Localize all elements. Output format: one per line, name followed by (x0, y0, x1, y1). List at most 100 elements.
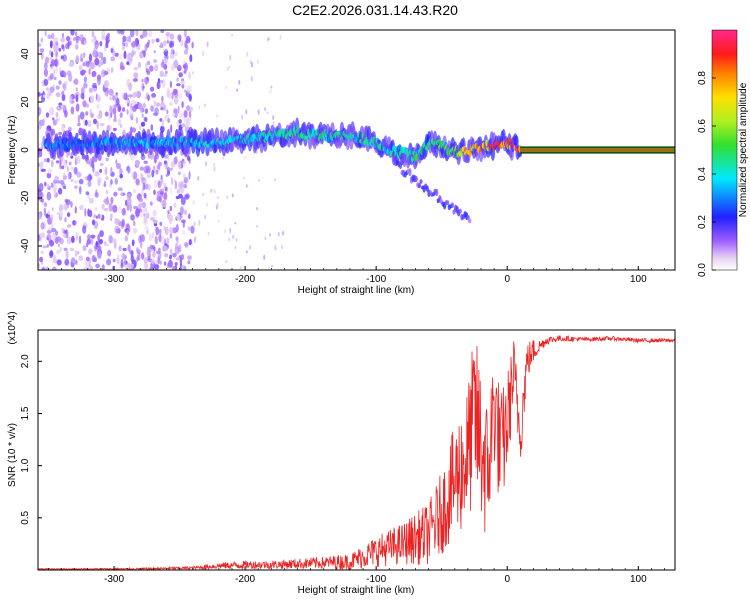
spectrogram-noise-speckle (182, 64, 187, 69)
spectrogram-noise-speckle (166, 87, 171, 94)
spectrogram-noise-speckle (108, 112, 111, 122)
spectrogram-noise-speckle (55, 50, 58, 58)
spectrogram-noise-speckle (224, 229, 226, 234)
spectrogram-noise-speckle (63, 230, 68, 234)
spectrogram-noise-speckle (65, 35, 71, 42)
spectrogram-noise-speckle (121, 45, 125, 51)
spectrogram-noise-speckle (152, 209, 157, 217)
spectrogram-noise-speckle (210, 188, 213, 193)
spectrogram-noise-speckle (46, 183, 50, 188)
spectrogram-noise-speckle (167, 92, 172, 99)
spectrogram-noise-speckle (153, 100, 157, 107)
spectrogram-noise-speckle (112, 94, 115, 101)
spectrogram-noise-speckle (188, 156, 191, 164)
spectrogram-noise-speckle (143, 102, 146, 109)
spectrogram-noise-speckle (184, 49, 188, 55)
spectrogram-noise-speckle (129, 30, 135, 38)
spectrogram-noise-speckle (250, 76, 253, 82)
spectrogram-noise-speckle (115, 228, 120, 234)
spectrogram-noise-speckle (184, 40, 188, 49)
spectrogram-noise-speckle (151, 38, 155, 44)
spectrogram-noise-speckle (91, 255, 96, 263)
spectrogram-noise-speckle (226, 195, 229, 199)
spectrogram-noise-speckle (159, 118, 163, 122)
spectrogram-noise-speckle (163, 191, 168, 201)
colorbar-tick-label: 0.8 (697, 71, 708, 85)
spectrogram-noise-speckle (136, 256, 139, 262)
spectrogram-noise-speckle (94, 192, 99, 198)
chart-title: C2E2.2026.031.14.43.R20 (292, 2, 458, 18)
spectrogram-noise-speckle (95, 215, 98, 219)
spectrogram-noise-speckle (78, 178, 84, 185)
spectrogram-noise-speckle (74, 259, 78, 265)
spectrogram-noise-speckle (118, 245, 122, 252)
spectrogram-noise-speckle (119, 173, 123, 179)
spectrogram-noise-speckle (50, 59, 56, 67)
spectrogram-noise-speckle (142, 30, 148, 38)
spectrogram-noise-speckle (40, 192, 44, 199)
spectrogram-noise-speckle (61, 165, 65, 170)
spectrogram-noise-speckle (77, 114, 81, 124)
spectrogram-noise-speckle (183, 209, 188, 216)
spectrogram-noise-speckle (266, 111, 269, 114)
spectrogram-noise-speckle (173, 108, 178, 115)
spectrogram-noise-speckle (43, 158, 48, 163)
spectrogram-noise-speckle (41, 198, 44, 203)
spectrogram-noise-speckle (231, 34, 234, 37)
spectrogram-noise-speckle (235, 238, 238, 242)
spectrogram-noise-speckle (44, 115, 47, 123)
spectrogram-noise-speckle (167, 118, 171, 123)
spectrogram-noise-speckle (229, 54, 232, 61)
spectrogram-noise-speckle (46, 236, 49, 241)
spectrogram-noise-speckle (239, 266, 242, 269)
spectrogram-tail-blob (468, 218, 472, 224)
spectrogram-tail-blob (408, 168, 412, 177)
spectrogram-noise-speckle (166, 237, 170, 246)
spectrogram-noise-speckle (52, 266, 57, 270)
spectrogram-noise-speckle (166, 166, 171, 175)
colorbar-tick-label: 0.0 (697, 263, 708, 277)
spectrogram-noise-speckle (222, 156, 225, 160)
spectrogram-noise-speckle (277, 231, 280, 237)
spectrogram-noise-speckle (179, 206, 184, 216)
spectrogram-noise-speckle (69, 40, 72, 46)
spectrogram-noise-speckle (191, 71, 194, 75)
spectrogram-noise-speckle (64, 80, 68, 85)
spectrogram-noise-speckle (127, 197, 132, 206)
spectrogram-noise-speckle (133, 66, 139, 71)
spectrogram-noise-speckle (76, 171, 82, 178)
spectrogram-noise-speckle (69, 95, 73, 103)
spectrogram-noise-speckle (177, 161, 182, 170)
spectrogram-noise-speckle (143, 192, 147, 199)
spectrogram-noise-speckle (154, 235, 158, 245)
spectrogram-noise-speckle (113, 127, 117, 132)
spectrogram-noise-speckle (41, 168, 46, 172)
spectrogram-noise-speckle (143, 216, 147, 224)
spectrogram-noise-speckle (183, 70, 187, 74)
spectrogram-noise-speckle (131, 50, 135, 58)
spectrogram-noise-speckle (136, 38, 140, 45)
spectrogram-noise-speckle (161, 95, 164, 102)
spectrogram-noise-speckle (169, 226, 174, 235)
spectrogram-noise-speckle (164, 261, 167, 266)
spectrogram-noise-speckle (116, 97, 120, 106)
spectrogram-noise-speckle (77, 250, 80, 255)
spectrogram-noise-speckle (137, 61, 142, 69)
spectrogram-noise-speckle (74, 250, 78, 258)
spectrogram-noise-speckle (139, 211, 145, 218)
spectrogram-noise-speckle (135, 117, 139, 124)
spectrogram-noise-speckle (53, 37, 59, 44)
spectrogram-noise-speckle (150, 124, 154, 131)
spectrogram-noise-speckle (169, 80, 172, 89)
spectrogram-noise-speckle (72, 219, 76, 226)
spectrogram-noise-speckle (56, 236, 62, 243)
spectrogram-noise-speckle (47, 168, 52, 174)
spectrogram-noise-speckle (155, 169, 159, 175)
spectrogram-noise-speckle (108, 235, 113, 244)
spectrogram-noise-speckle (91, 156, 95, 164)
spectrogram-noise-speckle (170, 176, 174, 186)
spectrogram-noise-speckle (126, 109, 129, 115)
spectrogram-noise-speckle (169, 254, 172, 260)
spectrogram-noise-speckle (192, 200, 195, 205)
spectrogram-noise-speckle (164, 253, 169, 258)
